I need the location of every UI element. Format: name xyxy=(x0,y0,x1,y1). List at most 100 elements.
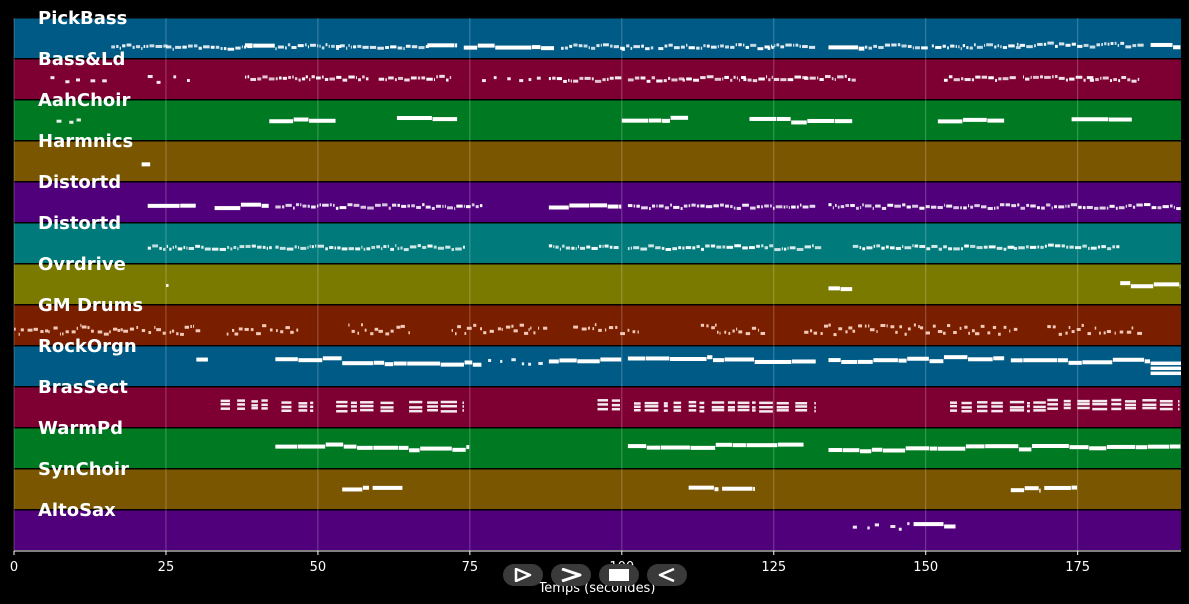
note xyxy=(152,244,159,248)
note xyxy=(463,204,465,208)
note-group xyxy=(950,400,1046,413)
note xyxy=(953,331,957,335)
note xyxy=(427,401,438,404)
note xyxy=(1107,42,1110,46)
note xyxy=(757,47,764,51)
note xyxy=(992,325,997,329)
track-lane xyxy=(14,510,1181,550)
note xyxy=(655,246,661,250)
note xyxy=(427,244,433,248)
note-group xyxy=(147,203,196,208)
note xyxy=(991,401,1003,405)
note xyxy=(663,404,668,408)
stop-button[interactable] xyxy=(599,564,639,586)
note xyxy=(964,78,971,82)
note xyxy=(251,404,258,407)
note xyxy=(840,287,853,292)
note xyxy=(342,487,363,492)
note xyxy=(867,526,870,530)
track-label: Distortd xyxy=(38,213,121,234)
note xyxy=(970,244,976,248)
note xyxy=(665,248,672,252)
note xyxy=(716,245,722,249)
note xyxy=(361,245,363,249)
note xyxy=(838,327,843,331)
note xyxy=(528,78,532,82)
note xyxy=(1030,204,1036,208)
note-group xyxy=(463,43,554,51)
note xyxy=(172,245,174,249)
note xyxy=(866,246,873,250)
rewind-button[interactable] xyxy=(647,564,687,586)
note xyxy=(381,203,388,207)
note xyxy=(700,204,705,208)
note xyxy=(1037,42,1043,46)
note-group xyxy=(828,356,944,364)
tick-label: 25 xyxy=(158,560,175,575)
note xyxy=(455,43,458,48)
note xyxy=(1068,325,1071,329)
note xyxy=(261,203,269,208)
note xyxy=(1159,403,1173,406)
note xyxy=(975,75,981,79)
note xyxy=(872,206,874,210)
note xyxy=(851,78,856,82)
note xyxy=(1066,245,1069,249)
note xyxy=(462,401,464,404)
forward-button[interactable] xyxy=(551,564,591,586)
note-group xyxy=(409,445,470,453)
note xyxy=(136,325,139,329)
note xyxy=(745,45,749,49)
track-lane xyxy=(14,387,1181,427)
note xyxy=(904,332,907,336)
note xyxy=(1119,330,1124,334)
note xyxy=(244,43,253,48)
note xyxy=(918,325,920,329)
note xyxy=(943,78,948,82)
note xyxy=(768,78,771,82)
note xyxy=(48,330,50,334)
note xyxy=(1024,486,1039,491)
note xyxy=(950,401,958,404)
note xyxy=(1054,244,1061,248)
note xyxy=(1026,45,1033,49)
note xyxy=(646,445,660,450)
note-group xyxy=(50,76,107,84)
note xyxy=(337,246,341,250)
note xyxy=(977,409,988,413)
note xyxy=(609,245,613,249)
note-group xyxy=(688,400,816,413)
note xyxy=(1069,445,1089,450)
note xyxy=(791,120,807,125)
note xyxy=(1112,245,1116,249)
note-group xyxy=(275,203,483,211)
note xyxy=(959,326,962,330)
note xyxy=(633,204,636,208)
note xyxy=(269,119,294,124)
note xyxy=(783,247,787,251)
note-group xyxy=(548,244,619,251)
note xyxy=(734,244,742,248)
note-group xyxy=(396,116,458,122)
note xyxy=(750,206,756,210)
note xyxy=(742,43,745,47)
note xyxy=(1063,399,1071,403)
note xyxy=(741,76,746,80)
note xyxy=(479,204,483,208)
note xyxy=(69,120,74,124)
note xyxy=(998,77,1002,81)
note xyxy=(18,332,20,336)
note xyxy=(1058,42,1065,46)
note xyxy=(1114,41,1117,45)
note xyxy=(81,325,87,329)
note xyxy=(885,245,889,249)
note xyxy=(233,245,237,249)
note xyxy=(449,76,452,80)
play-button[interactable] xyxy=(503,564,543,586)
note xyxy=(1078,205,1082,209)
note xyxy=(281,409,292,412)
note xyxy=(376,245,381,249)
note xyxy=(597,399,609,402)
note xyxy=(1132,205,1136,209)
note-group xyxy=(931,43,1021,51)
